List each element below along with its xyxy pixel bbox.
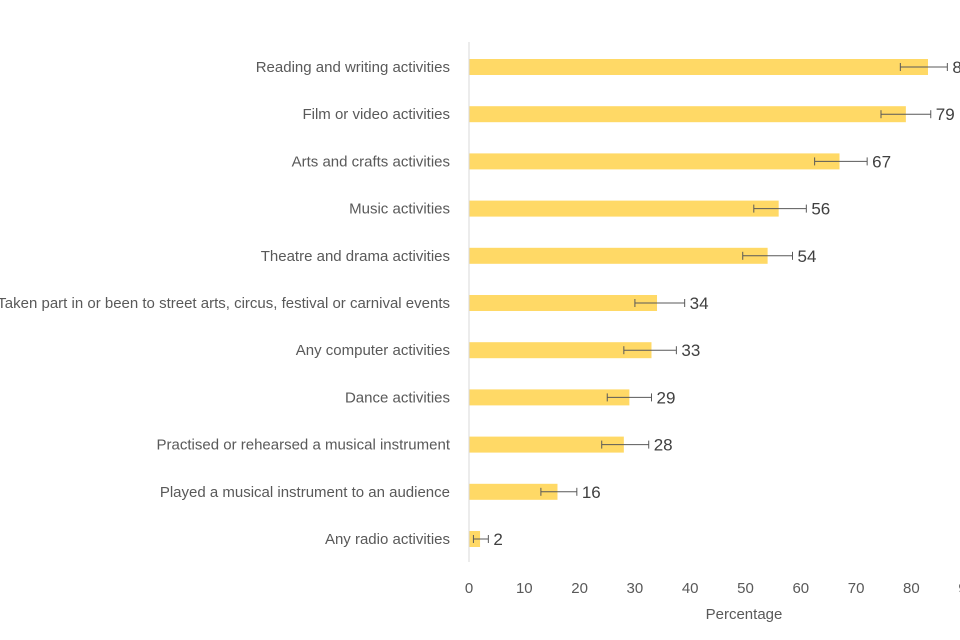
error-bar-0 xyxy=(899,63,948,71)
x-tick-label-7: 70 xyxy=(848,580,865,597)
category-label-8: Practised or rehearsed a musical instrum… xyxy=(157,437,451,454)
category-label-5: Taken part in or been to street arts, ci… xyxy=(0,295,450,312)
error-bar-4 xyxy=(742,251,794,260)
category-label-10: Any radio activities xyxy=(325,531,450,548)
error-bar-1 xyxy=(880,110,932,119)
error-bar-2 xyxy=(814,157,868,166)
data-label-4: 54 xyxy=(798,247,817,266)
x-tick-label-6: 60 xyxy=(792,580,809,597)
category-label-1: Film or video activities xyxy=(302,106,450,123)
error-bar-10 xyxy=(472,535,489,543)
category-labels-layer: Reading and writing activities Film or vi… xyxy=(0,59,451,548)
x-tick-label-8: 80 xyxy=(903,580,920,597)
category-label-6: Any computer activities xyxy=(296,342,450,359)
error-bar-7 xyxy=(606,393,652,402)
x-tick-label-9: 90 xyxy=(958,580,960,597)
bar-7 xyxy=(469,389,630,406)
bar-5 xyxy=(469,295,658,311)
error-bar-6 xyxy=(623,346,677,355)
data-labels-layer: 83 79 67 56 54 34 33 29 28 16 2 xyxy=(493,58,960,549)
x-axis-title: Percentage xyxy=(706,606,783,623)
x-tick-label-1: 10 xyxy=(516,580,533,597)
bar-0 xyxy=(469,59,928,75)
data-label-7: 29 xyxy=(656,388,675,407)
bar-9 xyxy=(469,483,558,500)
category-label-0: Reading and writing activities xyxy=(256,59,450,76)
category-label-4: Theatre and drama activities xyxy=(261,248,450,265)
x-tick-labels-layer: 0 10 20 30 40 50 60 70 80 90 xyxy=(465,580,960,597)
bar-2 xyxy=(469,153,840,170)
bar-8 xyxy=(469,436,624,453)
x-tick-label-4: 40 xyxy=(682,580,699,597)
data-label-2: 67 xyxy=(872,152,891,171)
data-label-1: 79 xyxy=(936,105,955,124)
data-label-10: 2 xyxy=(493,530,502,549)
x-tick-label-2: 20 xyxy=(571,580,588,597)
error-bar-9 xyxy=(540,487,578,496)
bar-4 xyxy=(469,247,768,264)
data-label-5: 34 xyxy=(690,294,709,313)
error-bar-5 xyxy=(634,299,686,307)
category-label-9: Played a musical instrument to an audien… xyxy=(160,484,450,501)
bar-3 xyxy=(469,200,779,217)
category-label-2: Arts and crafts activities xyxy=(292,153,450,170)
category-label-7: Dance activities xyxy=(345,389,450,406)
data-label-9: 16 xyxy=(582,483,601,502)
data-label-0: 83 xyxy=(952,58,960,77)
error-bar-8 xyxy=(601,440,650,449)
data-label-8: 28 xyxy=(654,436,673,455)
error-bars-layer xyxy=(472,63,948,543)
bar-1 xyxy=(469,106,906,123)
category-label-3: Music activities xyxy=(349,201,450,218)
x-tick-label-0: 0 xyxy=(465,580,473,597)
x-tick-label-5: 50 xyxy=(737,580,754,597)
x-tick-label-3: 30 xyxy=(627,580,644,597)
bar-6 xyxy=(469,342,652,359)
bars-layer xyxy=(469,59,928,547)
data-label-3: 56 xyxy=(811,200,830,219)
error-bar-3 xyxy=(753,204,807,213)
data-label-6: 33 xyxy=(681,341,700,360)
